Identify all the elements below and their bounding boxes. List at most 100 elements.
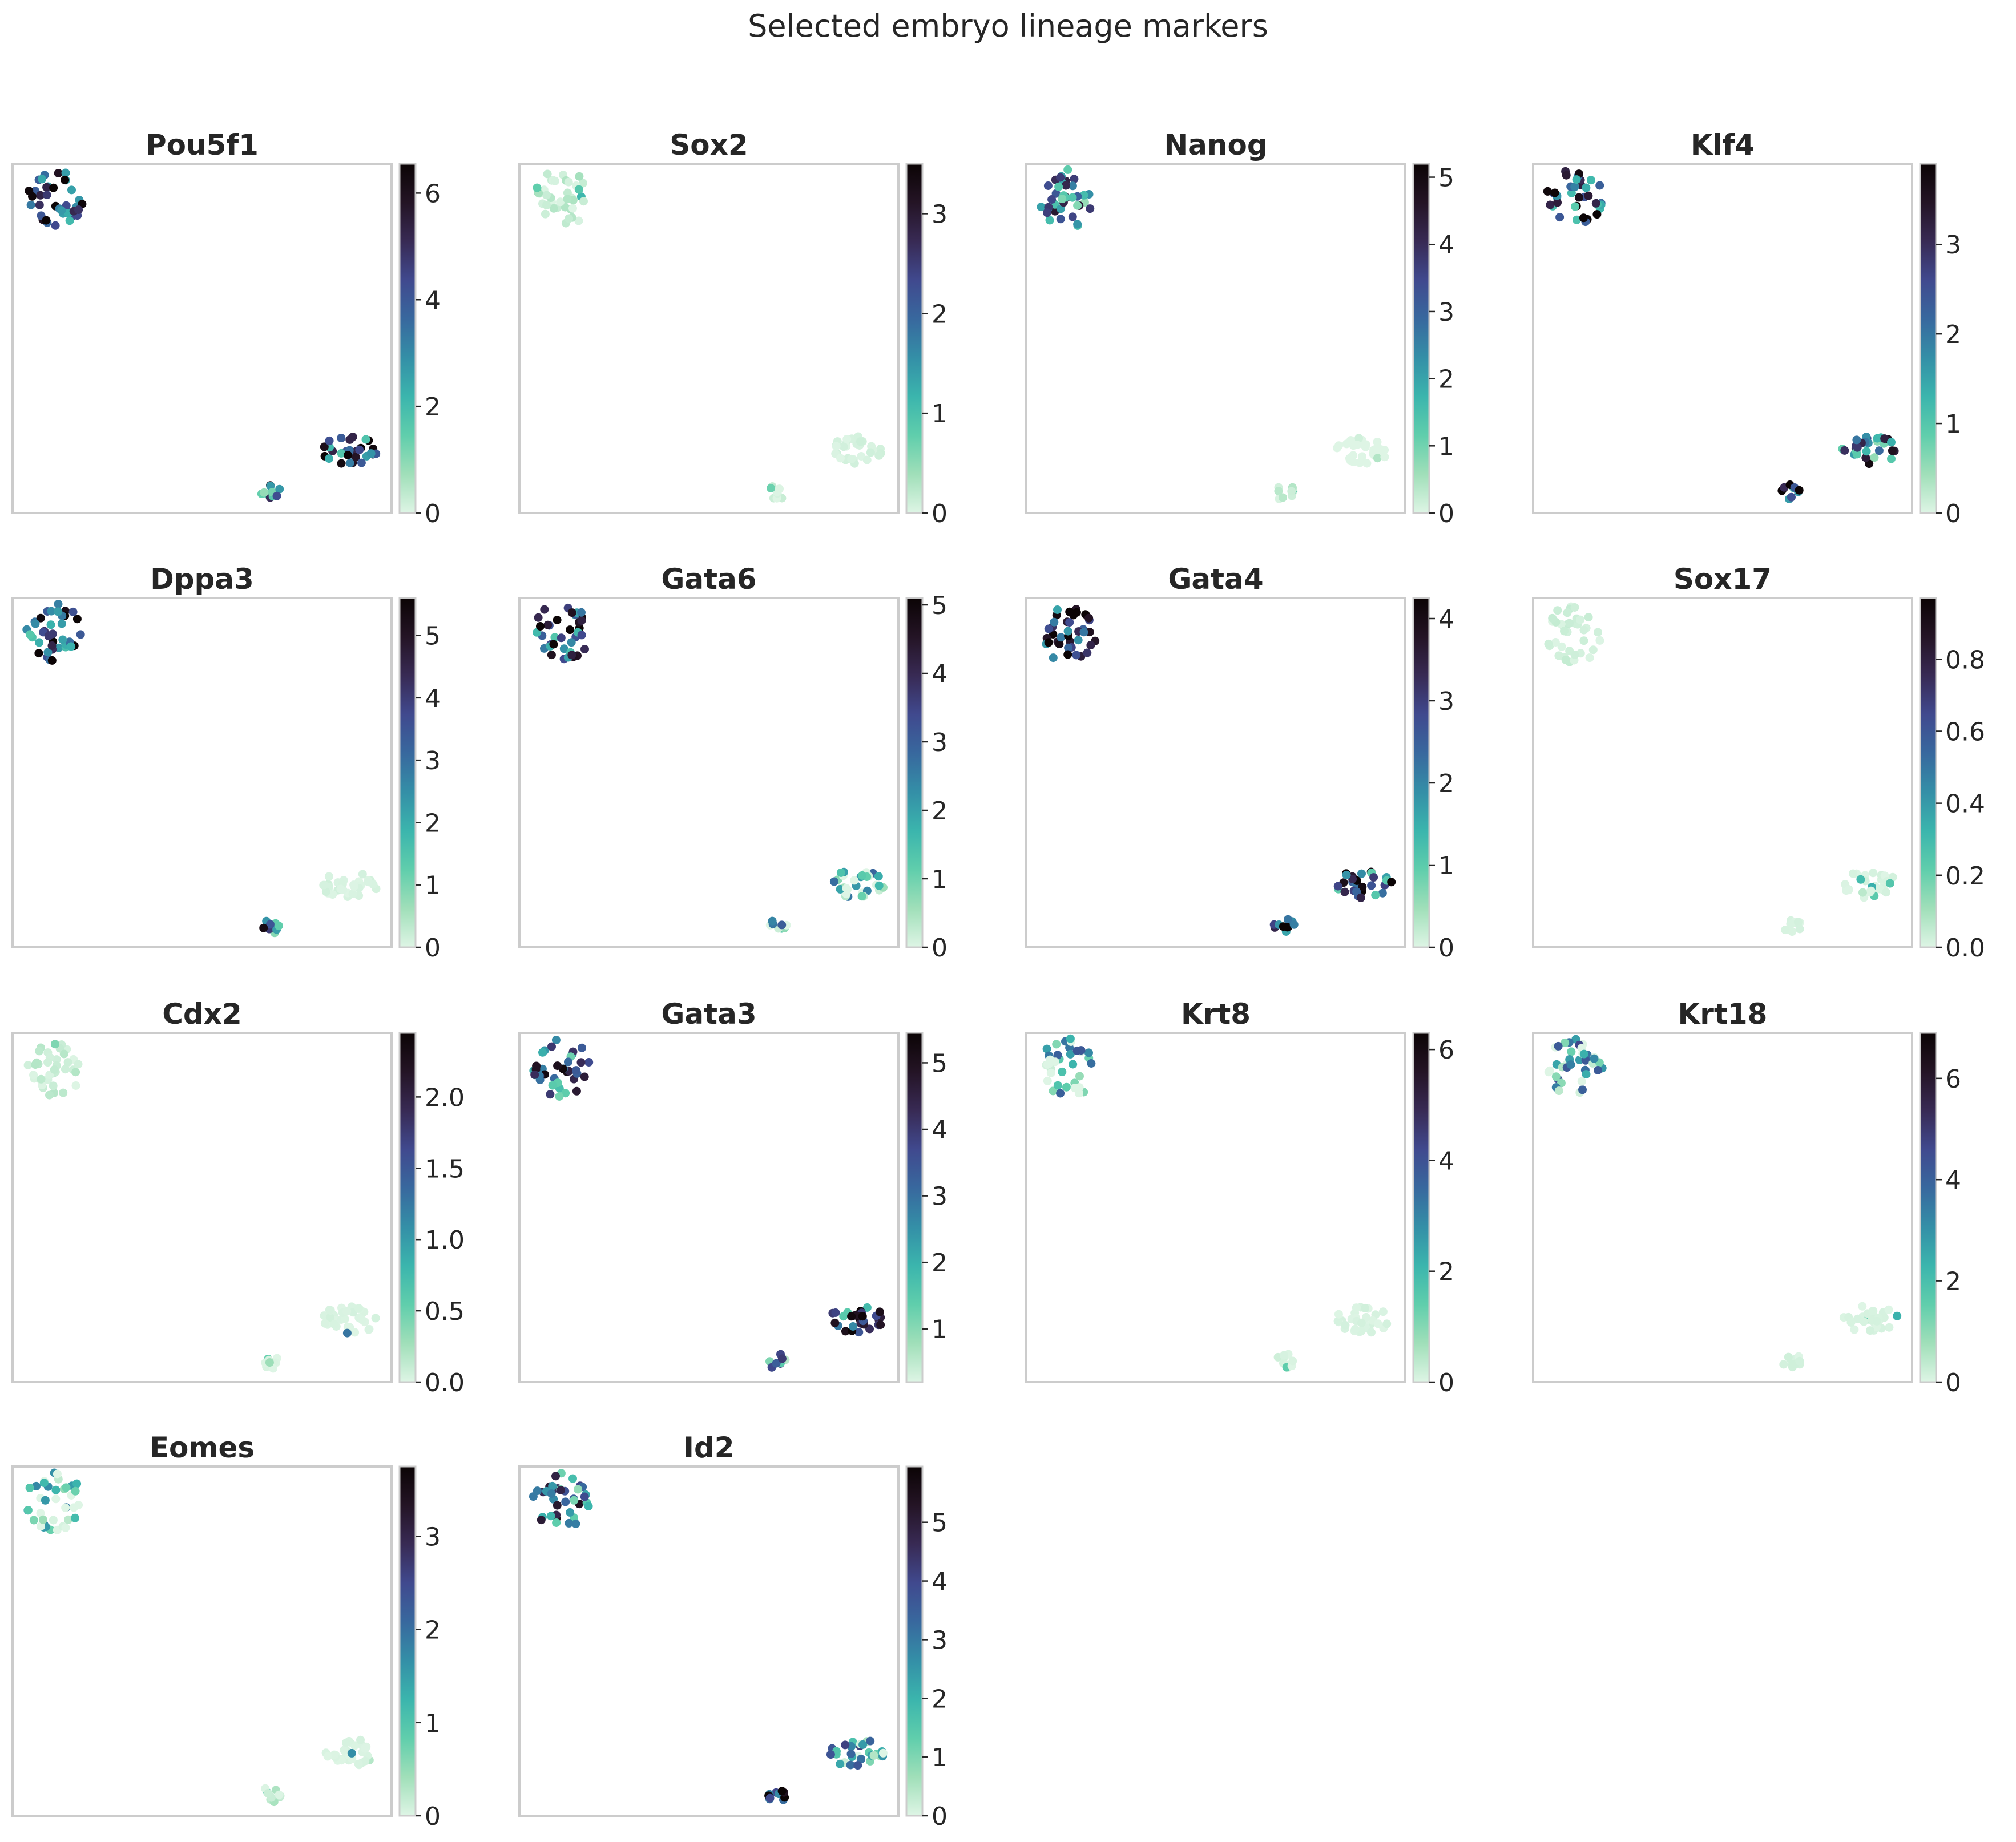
scatter-point [1554,651,1563,660]
scatter-point [45,1090,54,1100]
scatter-point [1062,1082,1071,1092]
scatter-point [35,200,44,209]
scatter-point [777,920,787,930]
scatter-point [1795,924,1804,934]
scatter-point [35,638,44,647]
scatter-point [1563,608,1572,617]
scatter-point [550,633,559,642]
scatter-point [547,651,556,660]
scatter-point [371,1314,380,1323]
colorbar-tick-label: 0.4 [1945,790,1985,819]
scatter-point [1545,1066,1554,1075]
colorbar-tick-label: 4 [932,1116,947,1145]
scatter-point [1045,216,1054,225]
scatter-point [31,619,40,628]
scatter-point [1068,193,1077,202]
scatter-point [337,459,346,468]
scatter-point [325,454,333,463]
scatter-point [1073,220,1082,229]
scatter-point [1577,1077,1586,1086]
scatter-point [1086,204,1095,213]
colorbar-tick-label: 4 [1945,1166,1961,1195]
colorbar [398,1465,417,1817]
scatter-point [1554,1041,1563,1051]
scatter-point [1554,1086,1563,1096]
scatter-point [1866,1326,1874,1335]
colorbar-tick-label: 6 [1438,1036,1454,1065]
colorbar-tick-label: 0 [1945,1368,1961,1397]
colorbar-tick-label: 0 [932,934,947,963]
scatter-point [361,1744,370,1753]
panel-title: Sox2 [670,128,748,161]
scatter-point [32,1058,41,1067]
scatter-point [1361,442,1370,451]
scatter-point [342,1307,352,1316]
scatter-point [546,1512,555,1521]
scatter-point [364,878,373,887]
scatter-point [1280,1351,1289,1360]
scatter-point [351,453,360,462]
scatter-point [1887,438,1896,447]
scatter-point [829,877,838,886]
scatter-point [1371,891,1380,900]
panel-title: Gata4 [1168,563,1263,596]
scatter-point [1358,882,1367,891]
scatter-point [1072,1046,1082,1055]
scatter-point [1590,1054,1599,1063]
scatter-point [1352,441,1361,449]
scatter-point [74,1060,83,1069]
scatter-point [57,619,66,628]
scatter-point [777,1354,787,1363]
scatter-point [1853,443,1862,452]
scatter-point [358,870,367,879]
scatter-point [53,1469,62,1479]
colorbar-tick-label: 0 [425,1802,441,1831]
scatter-point [547,1042,556,1051]
colorbar-tick-label: 0 [932,499,947,528]
scatter-point [23,1506,33,1514]
scatter-point [47,641,57,650]
colorbar-tick-label: 2 [1438,365,1454,394]
scatter-point [1334,1310,1343,1319]
scatter-point [330,1750,339,1759]
scatter-point [1543,187,1552,196]
scatter-point [1856,875,1865,884]
scatter-point [1058,1067,1067,1076]
scatter-point [38,175,46,184]
scatter-point [74,205,83,214]
scatter-point [767,484,776,492]
colorbar-tick-label: 3 [932,200,947,229]
scatter-point [1861,453,1870,462]
scatter-point [61,1503,70,1512]
scatter-point [1070,1084,1079,1093]
scatter-point [54,607,63,616]
scatter-point [1579,636,1588,645]
axes-frame [1025,163,1406,514]
scatter-point [1348,875,1357,883]
scatter-point [72,1479,82,1488]
scatter-point [337,434,346,442]
colorbar-tick-label: 0 [425,934,441,963]
scatter-point [25,187,34,195]
scatter-point [1553,606,1562,615]
panel-krt18: Krt18 0 2 4 6 [1532,997,1961,1397]
scatter-point [1373,454,1382,463]
scatter-point [1070,175,1079,184]
scatter-point [878,1748,888,1758]
colorbar-tick-label: 0.0 [425,1368,465,1397]
scatter-point [265,920,275,929]
colorbar-tick-label: 2 [932,300,947,329]
panel-title: Gata3 [661,997,756,1031]
scatter-point [1362,459,1372,468]
scatter-point [1551,638,1560,647]
colorbar-tick-label: 4 [932,1568,947,1597]
scatter-point [553,1501,562,1510]
scatter-point [342,1738,350,1747]
colorbar [1919,597,1937,948]
scatter-point [566,1508,575,1517]
panel-title: Id2 [683,1431,734,1464]
scatter-point [1086,641,1095,650]
scatter-point [259,923,268,932]
axes-frame [1532,163,1913,514]
scatter-point [71,1513,79,1522]
